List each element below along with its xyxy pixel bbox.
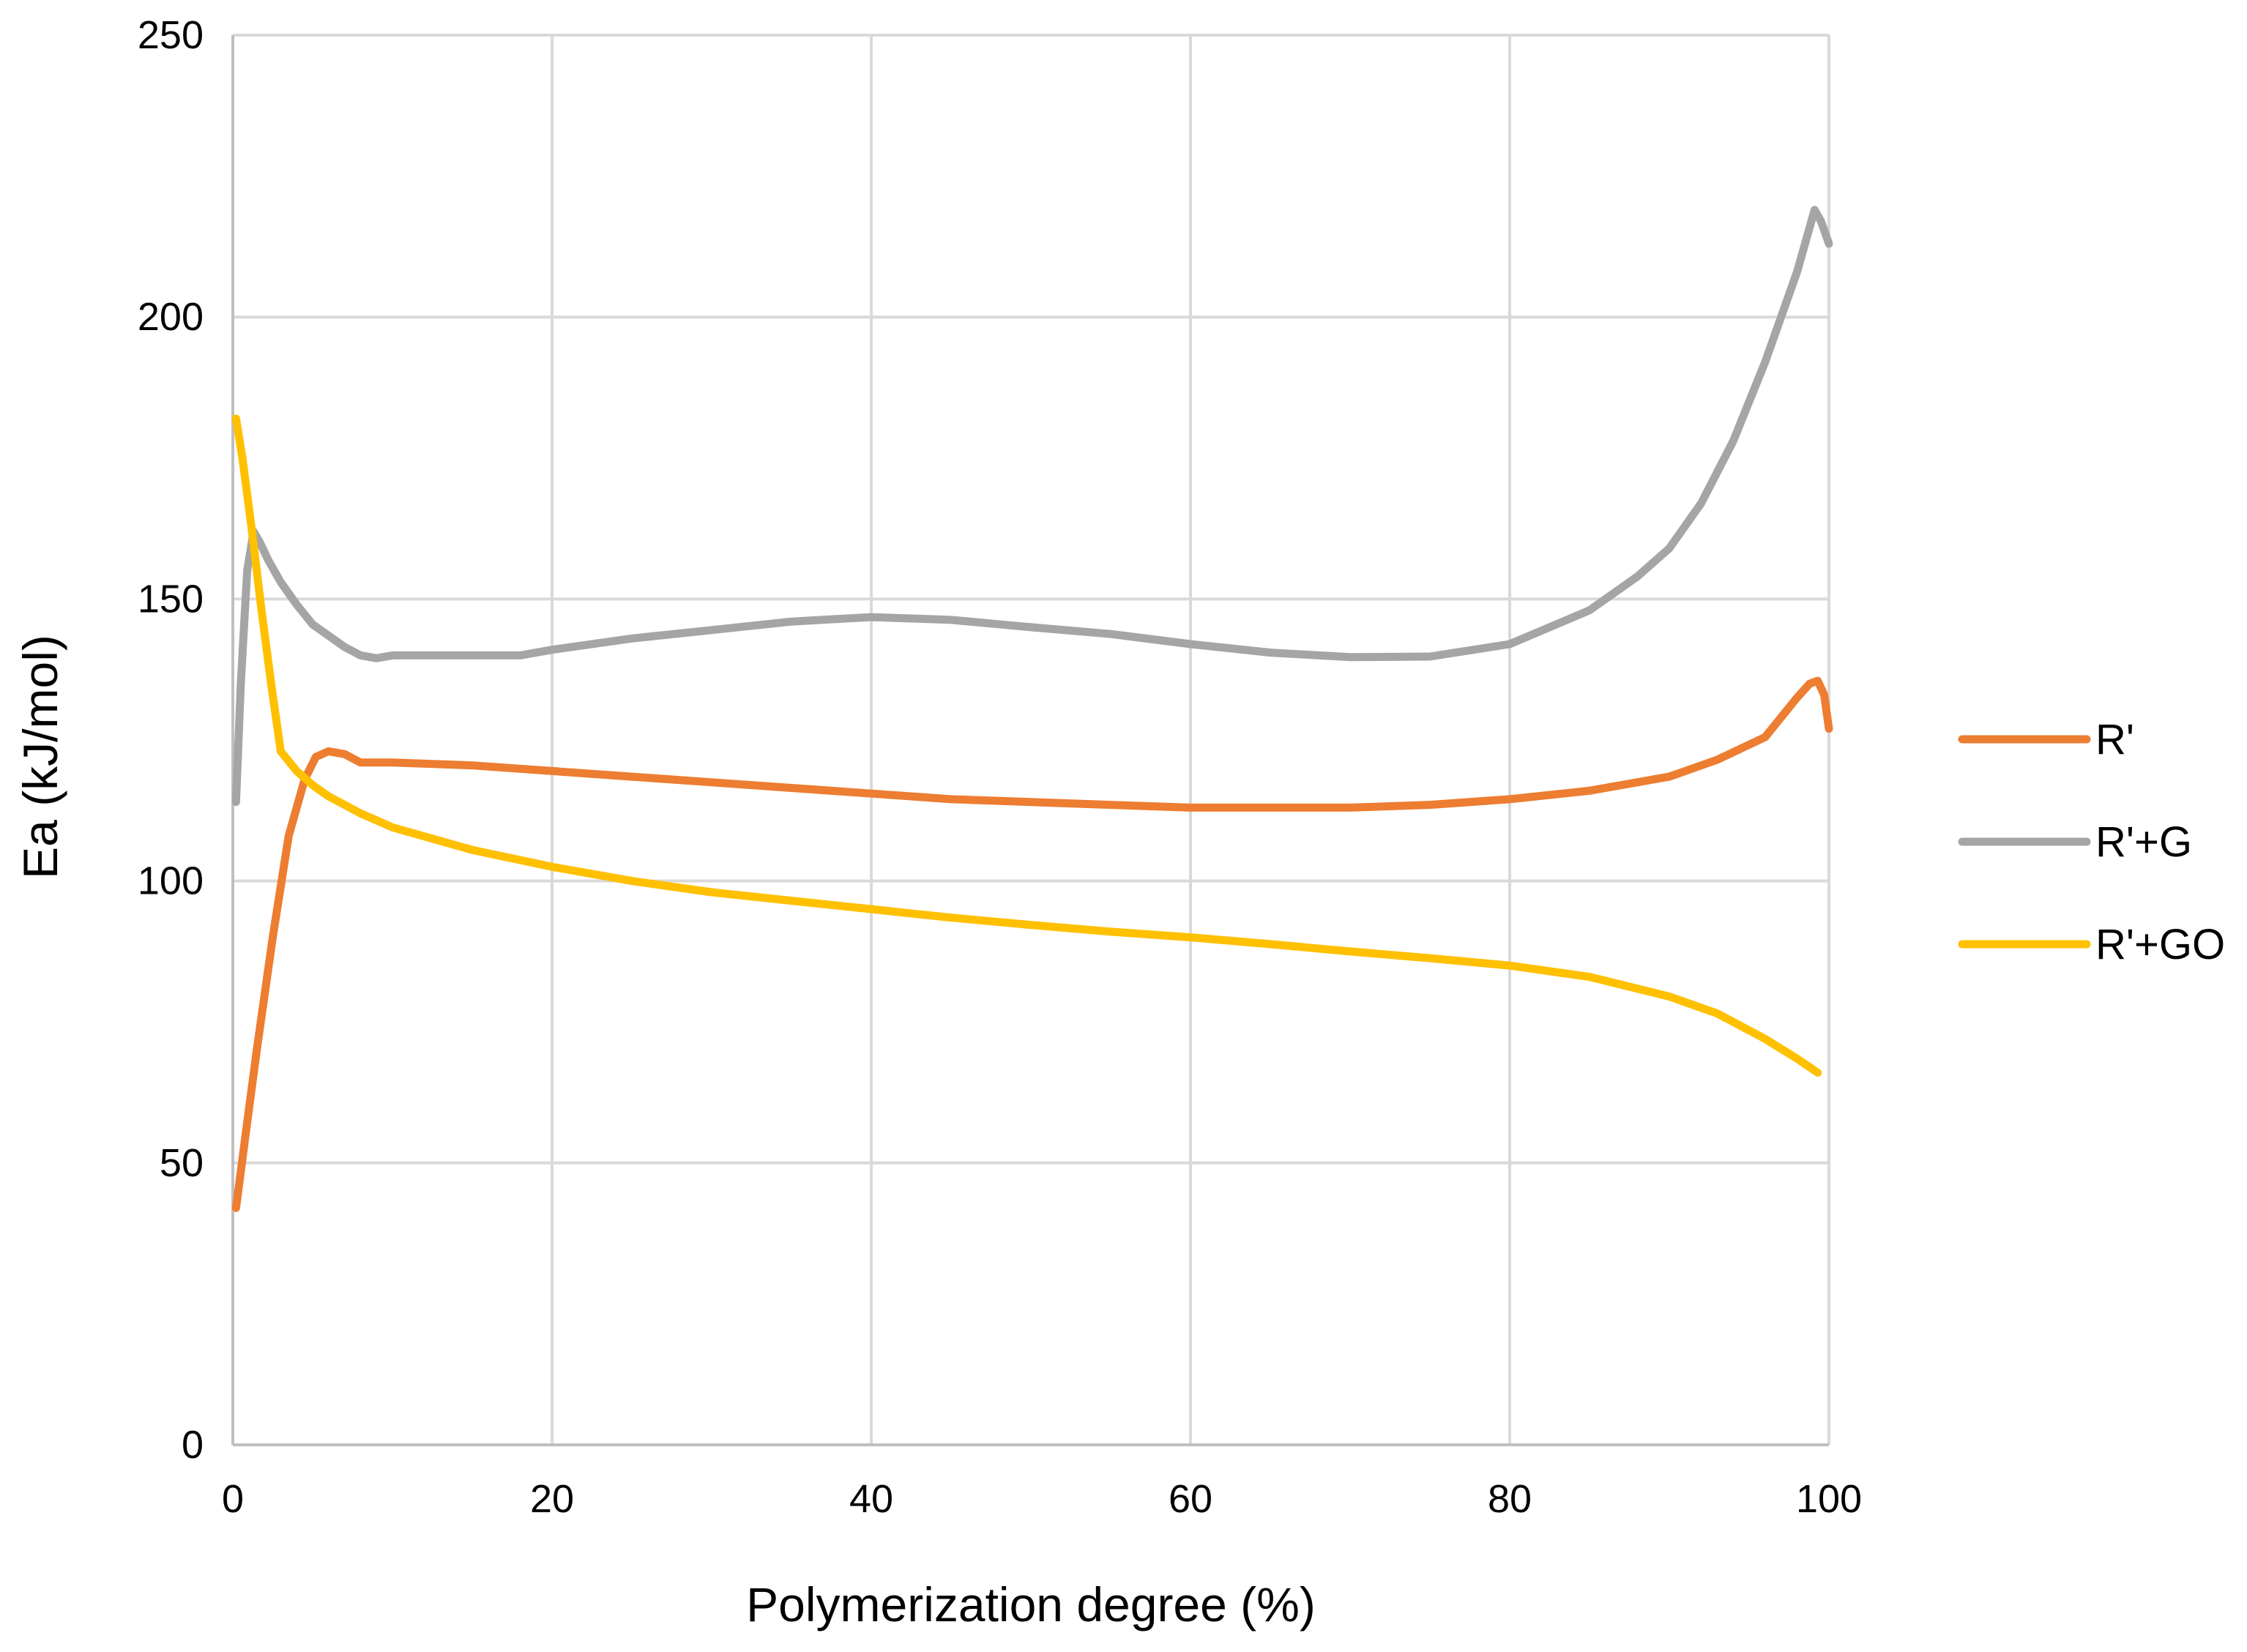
legend: R' R'+G R'+GO	[1958, 716, 2225, 968]
gridlines	[233, 34, 1830, 1445]
legend-label-1: R'	[2095, 716, 2134, 763]
series-line-1	[231, 676, 1833, 1212]
y-tick-label: 150	[138, 577, 204, 621]
series-lines	[231, 206, 1833, 1212]
legend-label-2: R'+G	[2095, 818, 2192, 866]
series-line-2	[231, 206, 1833, 807]
x-tick-label: 0	[222, 1477, 244, 1521]
series-line-3	[231, 414, 1822, 1077]
y-tick-label: 50	[160, 1141, 204, 1185]
legend-label-3: R'+GO	[2095, 921, 2225, 968]
x-tick-label: 100	[1796, 1477, 1862, 1521]
y-tick-label: 250	[138, 13, 204, 57]
x-tick-label: 80	[1488, 1477, 1532, 1521]
y-tick-label: 100	[138, 859, 204, 903]
x-tick-label: 20	[530, 1477, 574, 1521]
x-axis-title: Polymerization degree (%)	[746, 1577, 1316, 1632]
y-axis-title: Ea (kJ/mol)	[13, 635, 67, 879]
y-tick-label: 200	[138, 295, 204, 339]
x-tick-label: 40	[849, 1477, 893, 1521]
tick-labels: 0 50 100 150 200 250 0 20 40 60 80 100	[138, 13, 1862, 1521]
x-tick-label: 60	[1169, 1477, 1212, 1521]
y-tick-label: 0	[182, 1423, 204, 1467]
axes	[231, 35, 1829, 1446]
